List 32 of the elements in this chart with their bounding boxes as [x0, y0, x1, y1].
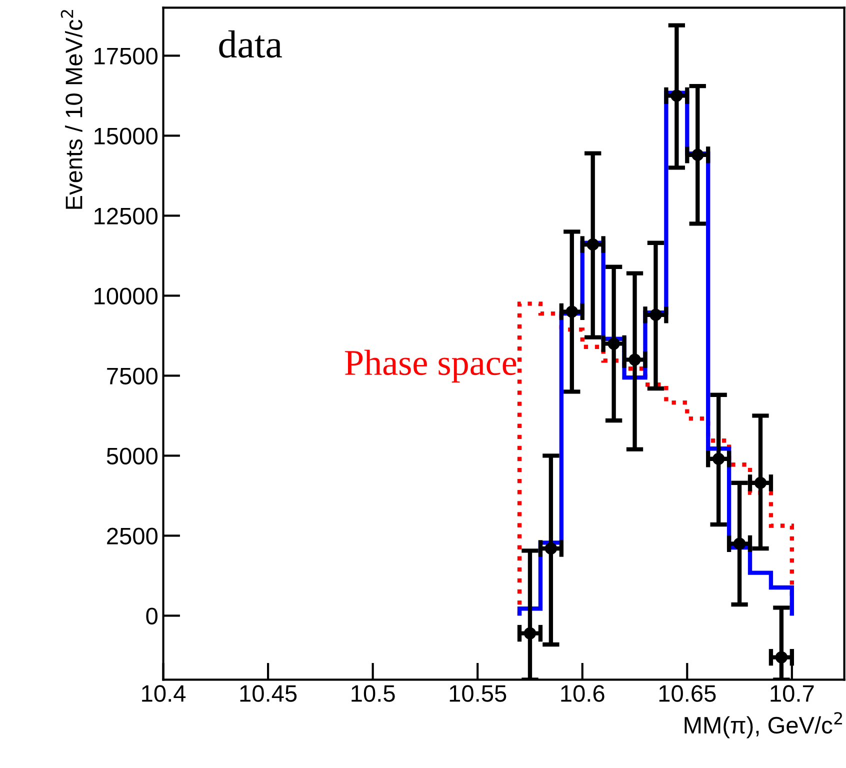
point: [586, 238, 599, 251]
y-tick-label: 10000: [94, 288, 158, 304]
x-tick-label: 10.6: [561, 685, 604, 702]
point: [775, 651, 788, 664]
y-tick-label: 2500: [107, 528, 158, 544]
point: [524, 627, 536, 640]
point: [608, 338, 620, 350]
point: [670, 90, 683, 102]
x-axis-title: MM(π), GeV/c$^{2}$: [684, 712, 842, 738]
point: [544, 542, 558, 555]
x-tick-label: 10.65: [659, 685, 716, 702]
annotation: data: [219, 30, 282, 58]
y-tick-label: 0: [146, 608, 158, 624]
x-tick-label: 10.4: [142, 685, 186, 702]
y-tick-label: 7500: [107, 368, 158, 384]
y-tick-label: 17500: [94, 48, 158, 64]
point: [754, 476, 767, 489]
point: [712, 452, 725, 465]
x-tick-label: 10.5: [352, 685, 395, 702]
x-tick-label: 10.7: [770, 685, 814, 702]
point: [566, 306, 578, 318]
series-label: Phase space: [344, 350, 516, 382]
x-tick-label: 10.55: [450, 685, 506, 702]
x-tick-label: 10.45: [240, 685, 297, 702]
point: [650, 308, 662, 321]
y-tick-label: 5000: [106, 448, 158, 464]
y-tick-label: 15000: [94, 128, 158, 144]
y-tick-label: 12500: [94, 208, 158, 224]
point: [628, 354, 641, 366]
y-axis-title: Events / 10 MeV/c$^{2}$: [60, 10, 82, 209]
point: [692, 148, 704, 161]
point: [733, 538, 746, 550]
